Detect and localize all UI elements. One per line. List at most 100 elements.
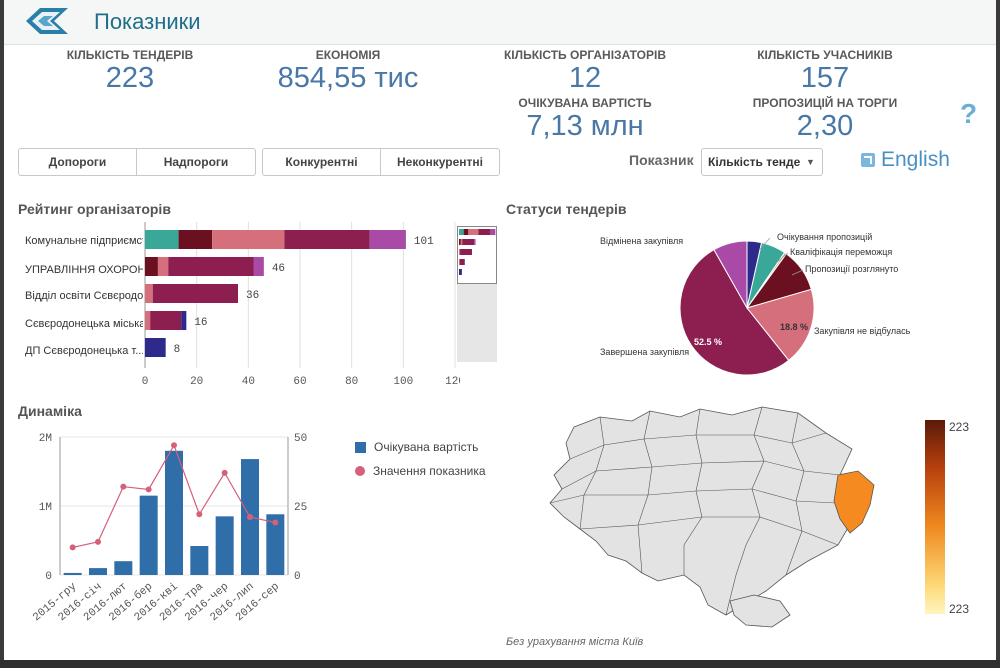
line-point[interactable] — [171, 442, 177, 449]
pie-label-cancelled: Відмінена закупівля — [600, 236, 683, 246]
dynamics-chart[interactable]: 01M2M025502015-гру2016-січ2016-лют2016-б… — [20, 425, 340, 635]
pie-label-waiting: Очікування пропозицій — [777, 232, 872, 242]
line-point[interactable] — [272, 519, 279, 526]
navigator-bar — [468, 229, 479, 235]
rating-row-label[interactable]: ДП Сєвєродонецька т... — [25, 345, 143, 357]
navigator-mini-chart — [459, 229, 496, 275]
bar-total-label: 101 — [414, 236, 434, 248]
pie-label-qualification: Кваліфікація переможця — [790, 247, 892, 257]
bar[interactable] — [215, 516, 234, 575]
bar-segment[interactable] — [178, 230, 213, 249]
status-pie-chart[interactable]: Відмінена закупівля Очікування пропозицій… — [590, 225, 920, 385]
bar-segment[interactable] — [181, 311, 187, 330]
navigator-bar — [459, 259, 465, 265]
pie-slice[interactable] — [746, 288, 815, 362]
y-tick-right: 50 — [294, 433, 307, 445]
language-switch[interactable]: English — [861, 148, 950, 172]
navigator-bar — [460, 239, 463, 245]
bar[interactable] — [190, 546, 209, 575]
bar-total-label: 36 — [246, 290, 259, 302]
line-point[interactable] — [221, 469, 228, 476]
navigator-bar — [474, 239, 476, 245]
map-legend-min: 223 — [949, 602, 970, 616]
kpi-label: ПРОПОЗИЦІЙ НА ТОРГИ — [752, 96, 898, 110]
luhansk-region[interactable] — [833, 470, 875, 534]
below-threshold-button[interactable]: Допороги — [19, 149, 137, 175]
x-tick-label: 40 — [242, 376, 255, 388]
y-tick-left: 1M — [39, 502, 52, 514]
bar[interactable] — [114, 561, 133, 575]
map-legend-max: 223 — [949, 420, 970, 434]
navigator-bar — [459, 229, 464, 235]
bar-segment[interactable] — [157, 257, 169, 276]
legend-swatch — [355, 441, 366, 453]
help-icon[interactable]: ? — [960, 98, 978, 129]
bar-segment[interactable] — [150, 311, 182, 330]
x-tick-label: 60 — [293, 376, 306, 388]
pie-leader-line — [791, 269, 804, 276]
bar-segment[interactable] — [284, 230, 370, 249]
bar-segment[interactable] — [145, 230, 179, 249]
rating-row-label[interactable]: Відділ освіти Сєвєродонецької — [25, 290, 143, 302]
app-header: Показники — [4, 0, 996, 45]
kpi-organizers: КІЛЬКІСТЬ ОРГАНІЗАТОРІВ 12 — [495, 48, 675, 94]
line-point[interactable] — [145, 486, 152, 493]
rating-chart[interactable]: 0 20 40 60 80 100 120 101 46 36 16 8 — [140, 222, 460, 392]
pie-slice[interactable] — [713, 240, 748, 310]
bar[interactable] — [89, 568, 107, 575]
bar[interactable] — [63, 572, 82, 575]
threshold-toggle-group: Допороги Надпороги — [18, 148, 256, 176]
line-point[interactable] — [196, 511, 203, 518]
bar[interactable] — [165, 450, 183, 575]
window-border-right — [996, 0, 1000, 668]
bar[interactable] — [139, 495, 158, 575]
line-point[interactable] — [247, 514, 253, 521]
bar-segment[interactable] — [253, 257, 264, 276]
kpi-offers: ПРОПОЗИЦІЙ НА ТОРГИ 2,30 — [740, 96, 910, 142]
bar-segment[interactable] — [145, 284, 153, 303]
legend-item-expected: Очікувана вартість — [355, 440, 478, 454]
rating-row-label[interactable]: Сєвєродонецька міська — [25, 318, 143, 330]
kpi-expected-cost: ОЧІКУВАНА ВАРТІСТЬ 7,13 млн — [495, 96, 675, 142]
navigator-bar — [459, 259, 460, 265]
bar[interactable] — [266, 514, 285, 575]
pie-pct-failed: 18.8 % — [780, 322, 808, 332]
pie-label-considered: Пропозиції розглянуто — [805, 264, 898, 274]
noncompetitive-button[interactable]: Неконкурентні — [397, 155, 483, 169]
ukraine-map[interactable] — [540, 405, 910, 633]
pie-slice[interactable] — [679, 249, 790, 376]
bar-segment[interactable] — [369, 230, 406, 249]
kpi-value: 2,30 — [796, 110, 854, 142]
bar-segment[interactable] — [145, 338, 166, 357]
pie-label-failed: Закупівля не відбулась — [814, 326, 911, 336]
y-tick-left: 0 — [45, 571, 52, 583]
x-tick-label: 100 — [393, 376, 413, 388]
line-point[interactable] — [120, 483, 127, 490]
line-point[interactable] — [95, 538, 101, 545]
x-tick-label: 0 — [142, 376, 149, 388]
bar-total-label: 16 — [194, 317, 207, 329]
crimea-region[interactable] — [729, 594, 791, 628]
kpi-value: 12 — [568, 62, 602, 94]
navigator-bar — [459, 249, 461, 255]
x-tick-label: 80 — [345, 376, 358, 388]
kpi-economy: ЕКОНОМІЯ 854,55 тис — [248, 48, 448, 94]
pie-leader-line — [759, 237, 771, 250]
map-regions-outline[interactable] — [549, 406, 853, 616]
above-threshold-button[interactable]: Надпороги — [163, 155, 229, 169]
navigator-bar — [460, 249, 472, 255]
bar-segment[interactable] — [152, 284, 238, 303]
bar-segment[interactable] — [145, 257, 158, 276]
rating-row-label[interactable]: УПРАВЛІННЯ ОХОРОНИ — [25, 264, 143, 276]
bar-segment[interactable] — [168, 257, 254, 276]
logo-icon — [26, 8, 68, 34]
map-color-legend — [925, 420, 945, 614]
bar-segment[interactable] — [145, 311, 151, 330]
bar-segment[interactable] — [212, 230, 285, 249]
rating-row-label[interactable]: Комунальне підприємство — [25, 235, 143, 247]
indicator-select[interactable]: Кількість тендерів ▼ — [701, 148, 823, 176]
caret-down-icon: ▼ — [806, 157, 815, 167]
competitive-button[interactable]: Конкурентні — [263, 149, 381, 175]
navigator-bar — [462, 239, 475, 245]
line-point[interactable] — [69, 544, 76, 551]
